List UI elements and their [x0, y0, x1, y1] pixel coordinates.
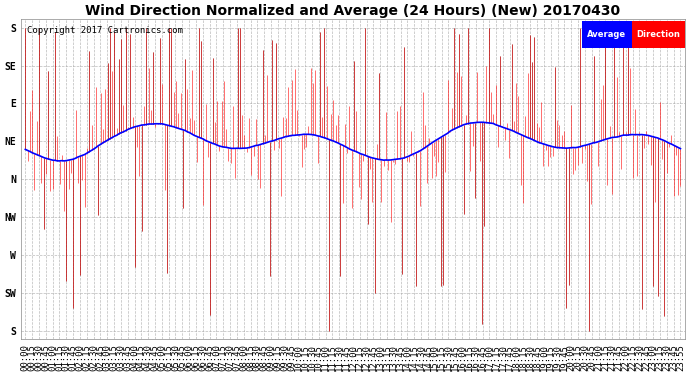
Title: Wind Direction Normalized and Average (24 Hours) (New) 20170430: Wind Direction Normalized and Average (2…: [86, 4, 620, 18]
Text: Copyright 2017 Cartronics.com: Copyright 2017 Cartronics.com: [28, 26, 184, 35]
FancyBboxPatch shape: [582, 21, 632, 48]
FancyBboxPatch shape: [632, 21, 685, 48]
Text: Average: Average: [587, 30, 627, 39]
Text: Direction: Direction: [636, 30, 680, 39]
